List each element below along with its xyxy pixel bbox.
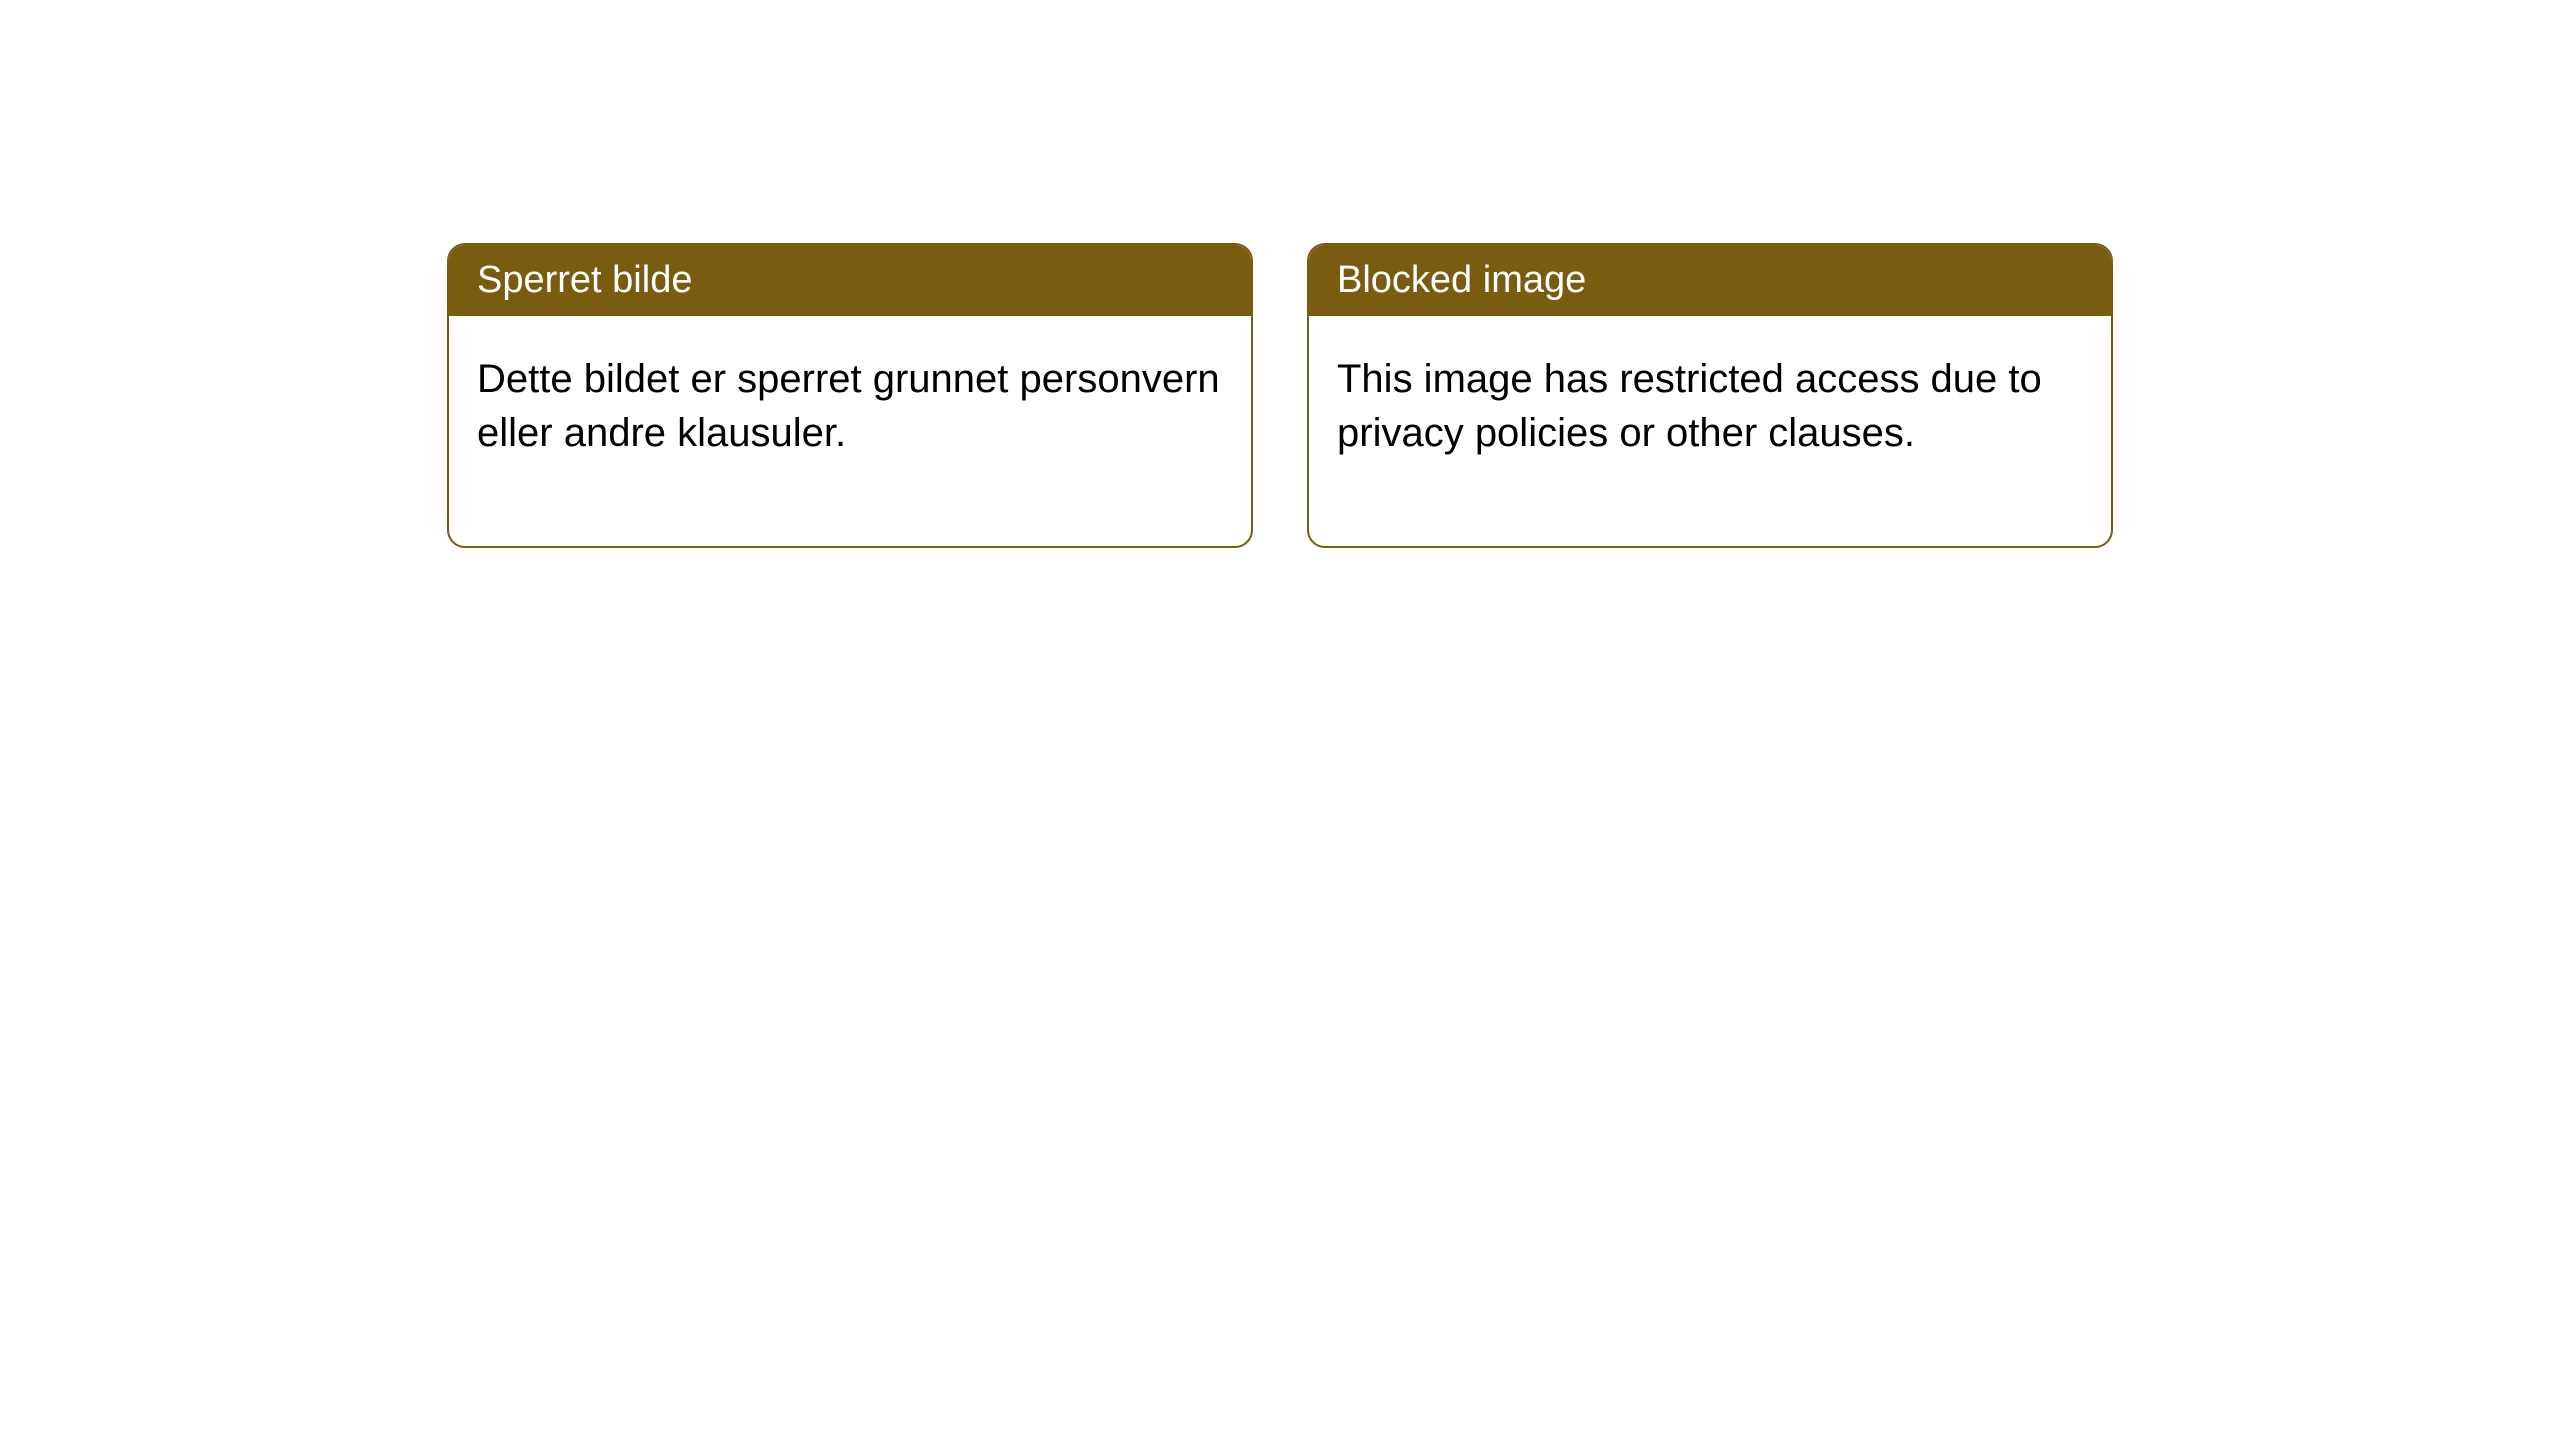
blocked-image-card-norwegian: Sperret bilde Dette bildet er sperret gr… xyxy=(447,243,1253,548)
blocked-image-cards: Sperret bilde Dette bildet er sperret gr… xyxy=(447,243,2113,548)
card-body: Dette bildet er sperret grunnet personve… xyxy=(449,316,1251,546)
card-header: Blocked image xyxy=(1309,245,2111,316)
card-body: This image has restricted access due to … xyxy=(1309,316,2111,546)
card-header: Sperret bilde xyxy=(449,245,1251,316)
blocked-image-card-english: Blocked image This image has restricted … xyxy=(1307,243,2113,548)
